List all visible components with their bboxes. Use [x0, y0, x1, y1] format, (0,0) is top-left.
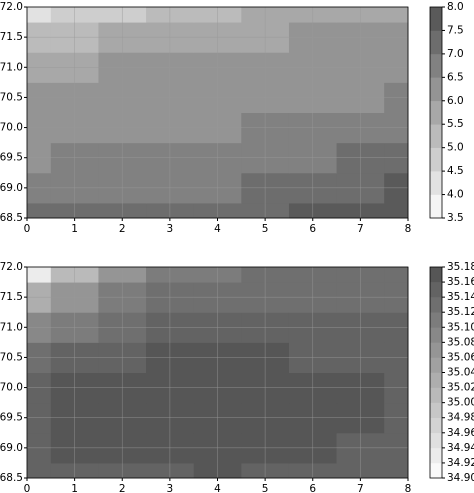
y-tick-label: 71.0: [0, 61, 23, 73]
colorbar-band: [430, 124, 442, 148]
colorbar-tick-label: 5.5: [447, 118, 464, 130]
contour-cell: [27, 202, 52, 219]
colorbar-tick-label: 35.06: [447, 351, 474, 363]
colorbar-tick-label: 34.94: [447, 442, 474, 454]
colorbar-tick-label: 4.5: [447, 165, 464, 177]
x-tick-label: 6: [309, 483, 316, 493]
contour-cell: [27, 267, 52, 283]
x-tick-label: 3: [167, 483, 174, 493]
colorbar-band: [430, 387, 442, 403]
x-tick-label: 4: [214, 483, 221, 493]
colorbar-tick-label: 8.0: [447, 1, 464, 13]
x-tick-label: 3: [167, 223, 174, 235]
y-tick-label: 70.0: [0, 382, 23, 394]
colorbar-band: [430, 297, 442, 313]
colorbar-band: [430, 327, 442, 343]
x-tick-label: 2: [119, 223, 126, 235]
y-tick-label: 69.0: [0, 182, 23, 194]
colorbar-band: [430, 100, 442, 125]
y-tick-label: 69.0: [0, 442, 23, 454]
plot-area: [27, 267, 409, 479]
colorbar-band: [430, 462, 442, 479]
colorbar-tick-label: 35.16: [447, 276, 474, 288]
y-tick-label: 69.5: [0, 412, 23, 424]
x-tick-label: 1: [71, 483, 78, 493]
x-tick-label: 0: [24, 223, 31, 235]
contour-cell: [384, 7, 409, 23]
x-tick-label: 0: [24, 483, 31, 493]
colorbar-band: [430, 267, 442, 283]
colorbar-tick-label: 35.04: [447, 367, 474, 379]
contour-cell: [384, 202, 409, 219]
colorbar-tick-label: 35.02: [447, 382, 474, 394]
x-tick-label: 7: [357, 223, 364, 235]
colorbar-band: [430, 282, 442, 298]
y-tick-label: 70.5: [0, 91, 23, 103]
colorbar-tick-label: 5.0: [447, 142, 464, 154]
x-tick-label: 4: [214, 223, 221, 235]
colorbar-band: [430, 402, 442, 419]
colorbar-tick-label: 35.00: [447, 397, 474, 409]
x-tick-label: 2: [119, 483, 126, 493]
colorbar-tick-label: 3.5: [447, 212, 464, 224]
colorbar-band: [430, 432, 442, 449]
y-tick-label: 70.5: [0, 351, 23, 363]
colorbar-band: [430, 357, 442, 373]
colorbar-band: [430, 312, 442, 328]
y-tick-label: 69.5: [0, 152, 23, 164]
x-tick-label: 5: [262, 483, 269, 493]
colorbar-tick-label: 34.90: [447, 472, 474, 484]
colorbar-tick-label: 35.18: [447, 261, 474, 273]
contour-cell: [27, 462, 52, 479]
colorbar-band: [430, 7, 442, 31]
colorbar-band: [430, 447, 442, 464]
x-tick-label: 1: [71, 223, 78, 235]
colorbar-tick-label: 35.10: [447, 321, 474, 333]
x-tick-label: 6: [309, 223, 316, 235]
y-tick-label: 72.0: [0, 1, 23, 13]
colorbar-frame: [429, 6, 443, 219]
colorbar-tick-label: 34.98: [447, 412, 474, 424]
colorbar-band: [430, 417, 442, 434]
y-tick-label: 70.0: [0, 122, 23, 134]
colorbar-band: [430, 53, 442, 78]
colorbar-tick-label: 35.12: [447, 306, 474, 318]
colorbar-tick-label: 35.14: [447, 291, 474, 303]
colorbar-tick-label: 6.0: [447, 95, 464, 107]
contour-cell: [384, 267, 409, 283]
colorbar-tick-label: 7.0: [447, 48, 464, 60]
colorbar-tick-label: 34.92: [447, 457, 474, 469]
colorbar-tick-label: 35.08: [447, 336, 474, 348]
y-tick-label: 71.5: [0, 31, 23, 43]
axes-frame: [26, 6, 409, 219]
y-tick-label: 71.0: [0, 321, 23, 333]
contour-cell: [384, 462, 409, 479]
colorbar-band: [430, 171, 442, 195]
x-tick-label: 7: [357, 483, 364, 493]
colorbar-band: [430, 342, 442, 358]
y-tick-label: 68.5: [0, 212, 23, 224]
contour-cell: [27, 7, 52, 23]
x-tick-label: 8: [405, 483, 412, 493]
colorbar-band: [430, 77, 442, 102]
colorbar-band: [430, 372, 442, 388]
x-tick-label: 5: [262, 223, 269, 235]
colorbar-band: [430, 194, 442, 219]
colorbar-band: [430, 147, 442, 172]
colorbar-tick-label: 34.96: [447, 427, 474, 439]
colorbar-tick-label: 4.0: [447, 189, 464, 201]
y-tick-label: 72.0: [0, 261, 23, 273]
y-tick-label: 71.5: [0, 291, 23, 303]
colorbar-tick-label: 6.5: [447, 71, 464, 83]
y-tick-label: 68.5: [0, 472, 23, 484]
colorbar-tick-label: 7.5: [447, 24, 464, 36]
axes-frame: [26, 266, 409, 479]
x-tick-label: 8: [405, 223, 412, 235]
colorbar-band: [430, 30, 442, 55]
